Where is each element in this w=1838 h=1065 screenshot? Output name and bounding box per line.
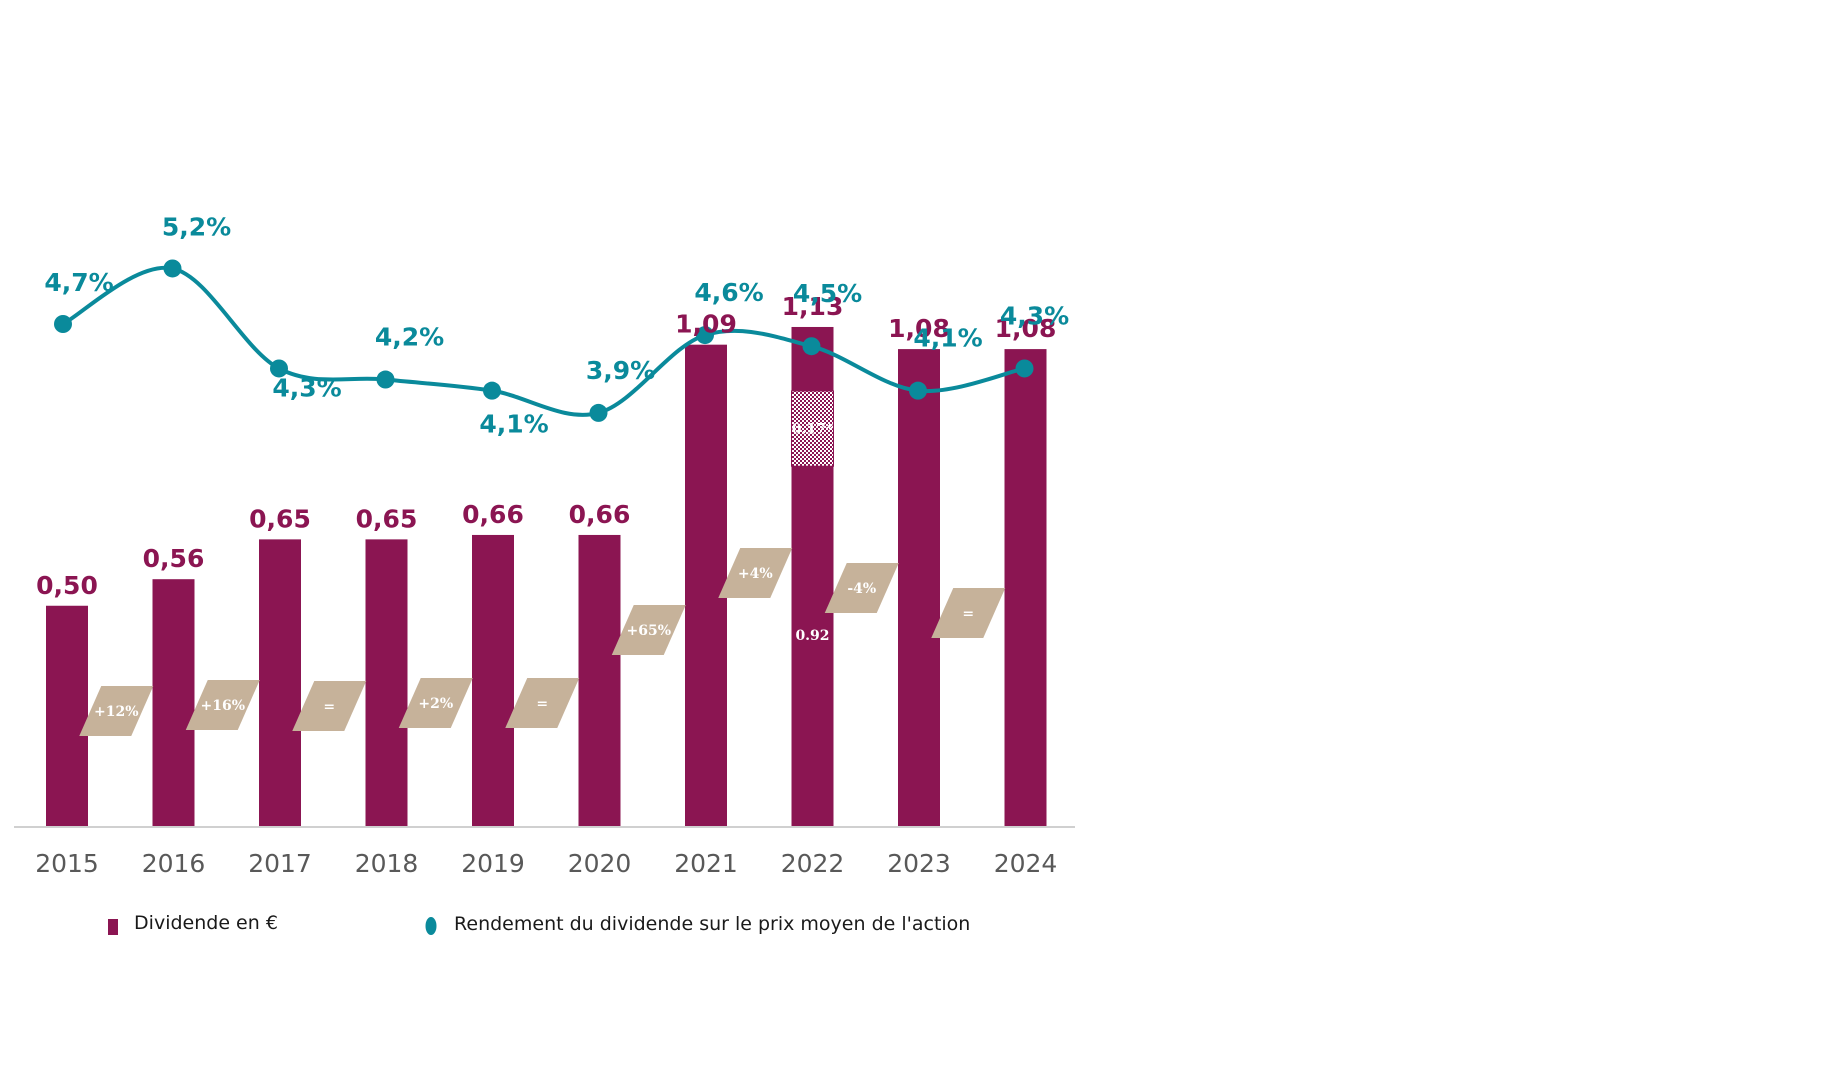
x-tick-label-2020: 2020 <box>568 849 632 878</box>
growth-badge-5 <box>505 678 580 728</box>
legend-swatch-dot <box>425 917 437 935</box>
yield-marker-2016 <box>163 259 182 278</box>
x-tick-label-2016: 2016 <box>142 849 206 878</box>
bar-2015 <box>46 605 88 827</box>
yield-marker-2017 <box>270 359 288 378</box>
data-labels-layer: 0,50 0,56 0,65 0,65 0,66 0,66 1,09 1,13 1,08 1,08… <box>36 212 1069 644</box>
x-tick-label-2015: 2015 <box>35 849 99 878</box>
bar-value-label-2019: 0,66 <box>462 500 524 529</box>
yield-marker-2018 <box>376 370 395 389</box>
growth-badge-label-7: +4% <box>738 566 773 582</box>
bar-2022-special-portion <box>791 390 834 467</box>
growth-badge-4 <box>398 678 473 728</box>
x-tick-label-2019: 2019 <box>461 849 525 878</box>
growth-badge-label-1: +12% <box>94 704 139 720</box>
bar-value-label-2024: 1,08 <box>995 314 1057 343</box>
growth-badge-label-6: +65% <box>626 623 671 639</box>
yield-label-2023: 4,1% <box>913 324 982 353</box>
yield-marker-2019 <box>483 381 501 400</box>
growth-badge-9 <box>931 588 1006 638</box>
yield-line-layer <box>54 259 1034 422</box>
bars-layer <box>46 326 1047 827</box>
x-tick-label-2023: 2023 <box>887 849 951 878</box>
x-tick-label-2018: 2018 <box>355 849 419 878</box>
legend-item-dividend: Dividende en € <box>108 912 278 935</box>
bar-2022-special-label: 0.17* <box>792 422 834 438</box>
bar-value-label-2021: 1,09 <box>675 310 737 339</box>
legend-swatch-bar <box>108 918 118 935</box>
bar-2023 <box>898 349 940 827</box>
growth-badges-layer: +12% +16% = +2% = +65% +4% -4% = <box>79 548 1006 736</box>
bar-2022-base-label: 0.92 <box>795 628 829 644</box>
x-tick-label-2021: 2021 <box>674 849 738 878</box>
bar-value-label-2020: 0,66 <box>569 500 631 529</box>
yield-label-2018: 4,2% <box>375 323 444 352</box>
bar-2017 <box>259 539 301 827</box>
x-tick-labels: 2015 2016 2017 2018 2019 2020 2021 2022 2023 2024 <box>35 849 1057 878</box>
x-tick-label-2017: 2017 <box>248 849 312 878</box>
growth-badge-3 <box>292 681 367 731</box>
growth-badge-label-3: = <box>323 699 335 715</box>
growth-badge-2 <box>185 680 260 730</box>
yield-marker-2022 <box>802 337 821 356</box>
yield-label-2024: 4,3% <box>1000 301 1069 330</box>
yield-label-2015: 4,7% <box>44 268 113 297</box>
yield-label-2021: 4,6% <box>694 278 763 307</box>
bar-2020 <box>578 534 621 827</box>
legend-item-yield: Rendement du dividende sur le prix moyen… <box>424 912 970 936</box>
yield-marker-2023 <box>909 381 927 400</box>
legend-label-dividend: Dividende en € <box>134 912 278 934</box>
yield-label-2016: 5,2% <box>162 212 231 241</box>
growth-badge-8 <box>824 563 899 613</box>
bar-value-label-2018: 0,65 <box>356 504 418 533</box>
bar-value-label-2023: 1,08 <box>888 314 950 343</box>
yield-label-2020: 3,9% <box>586 356 655 385</box>
growth-badge-label-8: -4% <box>847 581 876 597</box>
bar-value-label-2015: 0,50 <box>36 571 98 600</box>
growth-badge-6 <box>611 605 686 655</box>
yield-marker-2024 <box>1015 359 1034 378</box>
growth-badge-7 <box>718 548 793 598</box>
growth-badge-label-4: +2% <box>418 696 453 712</box>
x-tick-label-2024: 2024 <box>994 849 1058 878</box>
bar-value-label-2017: 0,65 <box>249 504 311 533</box>
growth-badge-label-5: = <box>536 696 548 712</box>
legend-label-yield: Rendement du dividende sur le prix moyen… <box>454 912 971 935</box>
growth-badge-label-9: = <box>962 606 974 622</box>
yield-label-2017: 4,3% <box>272 373 341 402</box>
bar-value-label-2016: 0,56 <box>143 544 205 573</box>
growth-badge-1 <box>79 686 154 736</box>
bar-value-label-2022: 1,13 <box>782 292 844 321</box>
x-tick-label-2022: 2022 <box>781 849 845 878</box>
yield-marker-2020 <box>589 403 608 422</box>
yield-marker-2015 <box>54 315 72 333</box>
yield-marker-2021 <box>696 326 714 345</box>
yield-line <box>62 265 1025 417</box>
yield-label-2022: 4,5% <box>793 279 862 308</box>
bar-2021 <box>685 344 727 827</box>
growth-badge-label-2: +16% <box>200 698 245 714</box>
bar-2024 <box>1004 349 1047 827</box>
bar-2019 <box>472 534 514 827</box>
bar-2018 <box>365 539 408 827</box>
bar-2016 <box>152 579 195 827</box>
yield-label-2019: 4,1% <box>479 410 548 439</box>
